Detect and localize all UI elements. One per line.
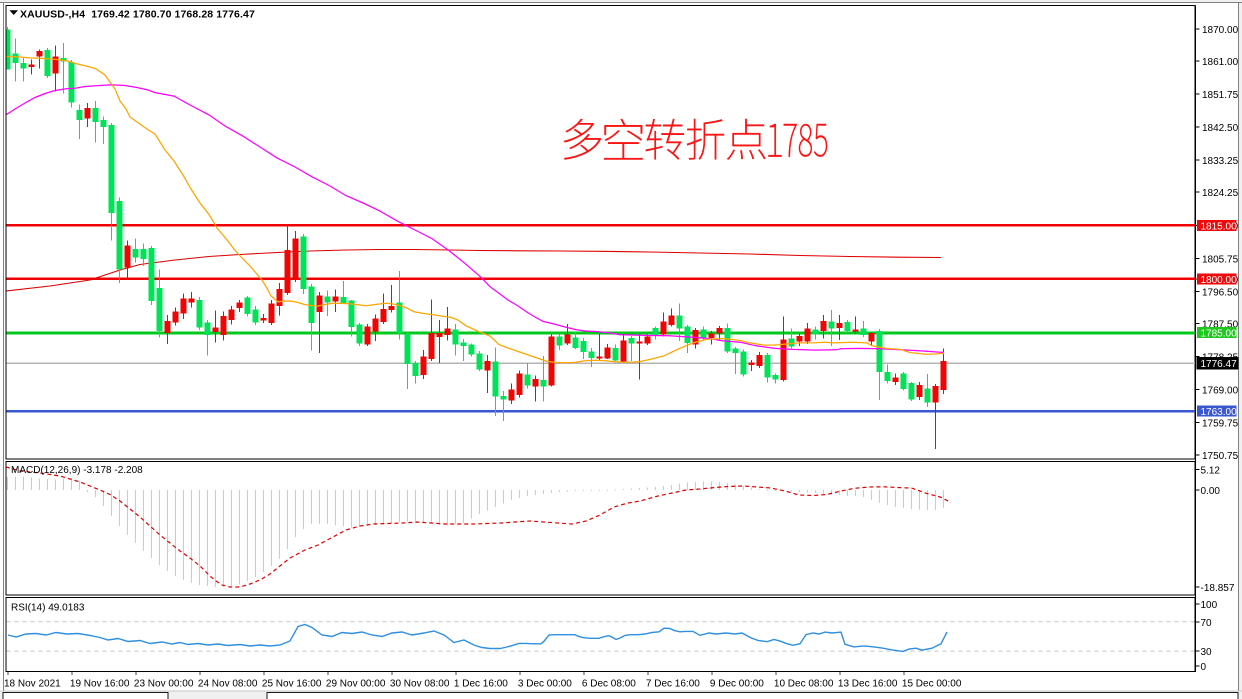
svg-text:MACD(12,26,9) -3.178 -2.208: MACD(12,26,9) -3.178 -2.208	[11, 465, 143, 476]
svg-text:1842.50: 1842.50	[1202, 123, 1239, 134]
svg-text:13 Dec 16:00: 13 Dec 16:00	[838, 679, 898, 690]
svg-text:1815.00: 1815.00	[1201, 221, 1238, 232]
svg-text:9 Dec 00:00: 9 Dec 00:00	[710, 679, 764, 690]
svg-text:XAUUSD-,H4 1769.42 1780.70 17: XAUUSD-,H4 1769.42 1780.70 1768.28 1776.…	[20, 9, 255, 21]
svg-text:1800.00: 1800.00	[1201, 275, 1238, 286]
svg-text:1796.50: 1796.50	[1202, 287, 1239, 298]
svg-text:1785.00: 1785.00	[1201, 328, 1238, 339]
svg-text:18 Nov 2021: 18 Nov 2021	[4, 679, 61, 690]
svg-text:3 Dec 00:00: 3 Dec 00:00	[518, 679, 572, 690]
svg-text:25 Nov 16:00: 25 Nov 16:00	[262, 679, 322, 690]
svg-text:1805.75: 1805.75	[1202, 254, 1239, 265]
svg-text:1769.00: 1769.00	[1202, 386, 1239, 397]
svg-text:6 Dec 08:00: 6 Dec 08:00	[582, 679, 636, 690]
svg-text:1851.75: 1851.75	[1202, 90, 1239, 101]
svg-text:29 Nov 00:00: 29 Nov 00:00	[326, 679, 386, 690]
svg-text:70: 70	[1201, 618, 1213, 629]
svg-text:1787.50: 1787.50	[1202, 320, 1239, 331]
svg-text:15 Dec 00:00: 15 Dec 00:00	[902, 679, 962, 690]
svg-text:30 Nov 08:00: 30 Nov 08:00	[390, 679, 450, 690]
svg-text:1861.00: 1861.00	[1202, 57, 1239, 68]
svg-text:23 Nov 00:00: 23 Nov 00:00	[134, 679, 194, 690]
svg-text:-18.857: -18.857	[1201, 583, 1235, 594]
svg-text:30: 30	[1201, 647, 1213, 658]
svg-text:5.12: 5.12	[1201, 466, 1221, 477]
svg-text:1750.75: 1750.75	[1202, 451, 1239, 462]
svg-text:1763.00: 1763.00	[1201, 407, 1238, 418]
svg-text:0: 0	[1201, 662, 1207, 673]
svg-text:1759.75: 1759.75	[1202, 419, 1239, 430]
svg-text:1 Dec 16:00: 1 Dec 16:00	[454, 679, 508, 690]
svg-text:10 Dec 08:00: 10 Dec 08:00	[774, 679, 834, 690]
svg-text:0.00: 0.00	[1201, 486, 1221, 497]
svg-text:24 Nov 08:00: 24 Nov 08:00	[198, 679, 258, 690]
svg-text:1776.47: 1776.47	[1201, 359, 1238, 370]
svg-text:19 Nov 16:00: 19 Nov 16:00	[70, 679, 130, 690]
svg-text:RSI(14) 49.0183: RSI(14) 49.0183	[11, 603, 85, 614]
svg-text:1824.25: 1824.25	[1202, 188, 1239, 199]
svg-text:1833.25: 1833.25	[1202, 156, 1239, 167]
svg-text:1870.00: 1870.00	[1202, 25, 1239, 36]
svg-text:7 Dec 16:00: 7 Dec 16:00	[646, 679, 700, 690]
svg-text:100: 100	[1201, 600, 1218, 611]
